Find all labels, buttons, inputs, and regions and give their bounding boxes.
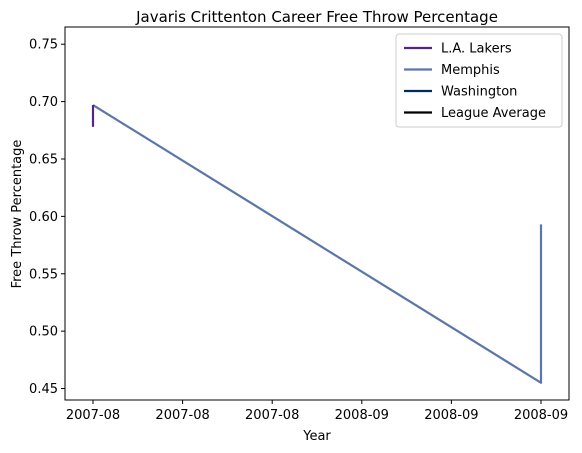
legend-label: Memphis: [441, 63, 500, 78]
legend-frame: [395, 33, 563, 128]
x-tick-label: 2008-09: [514, 408, 568, 423]
x-tick-label: 2008-09: [335, 408, 389, 423]
plot-frame: [64, 26, 570, 401]
legend-items: L.A. Lakers Memphis Washington League Avera…: [404, 42, 546, 121]
legend-label: L.A. Lakers: [441, 42, 512, 57]
chart-title: Javaris Crittenton Career Free Throw Per…: [135, 8, 498, 26]
legend: L.A. Lakers Memphis Washington League Avera…: [395, 33, 563, 128]
y-tick-label: 0.75: [29, 38, 58, 53]
y-axis-label: Free Throw Percentage: [10, 140, 25, 289]
x-axis-label: Year: [302, 429, 331, 444]
x-axis: 2007-08 2007-08 2007-08 2008-09 2008-09 2008-…: [66, 400, 568, 423]
y-tick-label: 0.45: [29, 382, 58, 397]
x-tick-label: 2008-09: [424, 408, 478, 423]
y-tick-label: 0.50: [29, 325, 58, 340]
legend-label: Washington: [441, 85, 517, 100]
x-tick-label: 2007-08: [155, 408, 209, 423]
y-tick-label: 0.55: [29, 267, 58, 282]
y-axis: 0.45 0.50 0.55 0.60 0.65 0.70 0.75: [29, 38, 65, 397]
series-layer: [91, 104, 543, 384]
series-line-memphis: [92, 104, 543, 384]
x-tick-label: 2007-08: [245, 408, 299, 423]
y-tick-label: 0.65: [29, 152, 58, 167]
y-tick-label: 0.60: [29, 210, 58, 225]
legend-label: League Average: [441, 106, 546, 121]
y-tick-label: 0.70: [29, 95, 58, 110]
x-tick-label: 2007-08: [66, 408, 120, 423]
